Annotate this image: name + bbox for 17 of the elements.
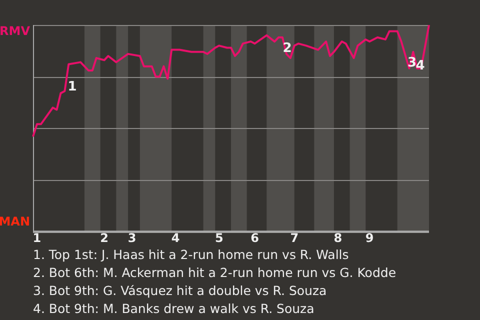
x-tick-label: 9 [365,230,374,245]
x-tick-label: 1 [32,230,42,245]
text: 2. Bot 6th: M. Ackerman hit a 2-run home run vs G. Kodde [33,264,398,282]
x-tick-label: 5 [214,230,224,245]
x-tick-label: 7 [290,230,299,245]
x-tick-label: 3 [128,230,136,245]
text: 1. Top 1st: J. Haas hit a 2-run home run vs R. Walls [33,246,350,264]
x-tick-label: 8 [334,230,342,245]
text: 3. Bot 9th: G. Vásquez hit a double vs R. Souza [33,282,328,300]
x-tick-label: 4 [171,230,180,245]
annotation: 1 [68,79,77,94]
x-tick-label: 6 [250,230,259,245]
x-tick-label: 2 [100,230,108,245]
text: MAN [0,214,30,229]
text: RMV [0,24,31,38]
text: 4. Bot 9th: M. Banks drew a walk vs R. Souza [33,300,316,318]
annotation: 4 [416,58,425,74]
